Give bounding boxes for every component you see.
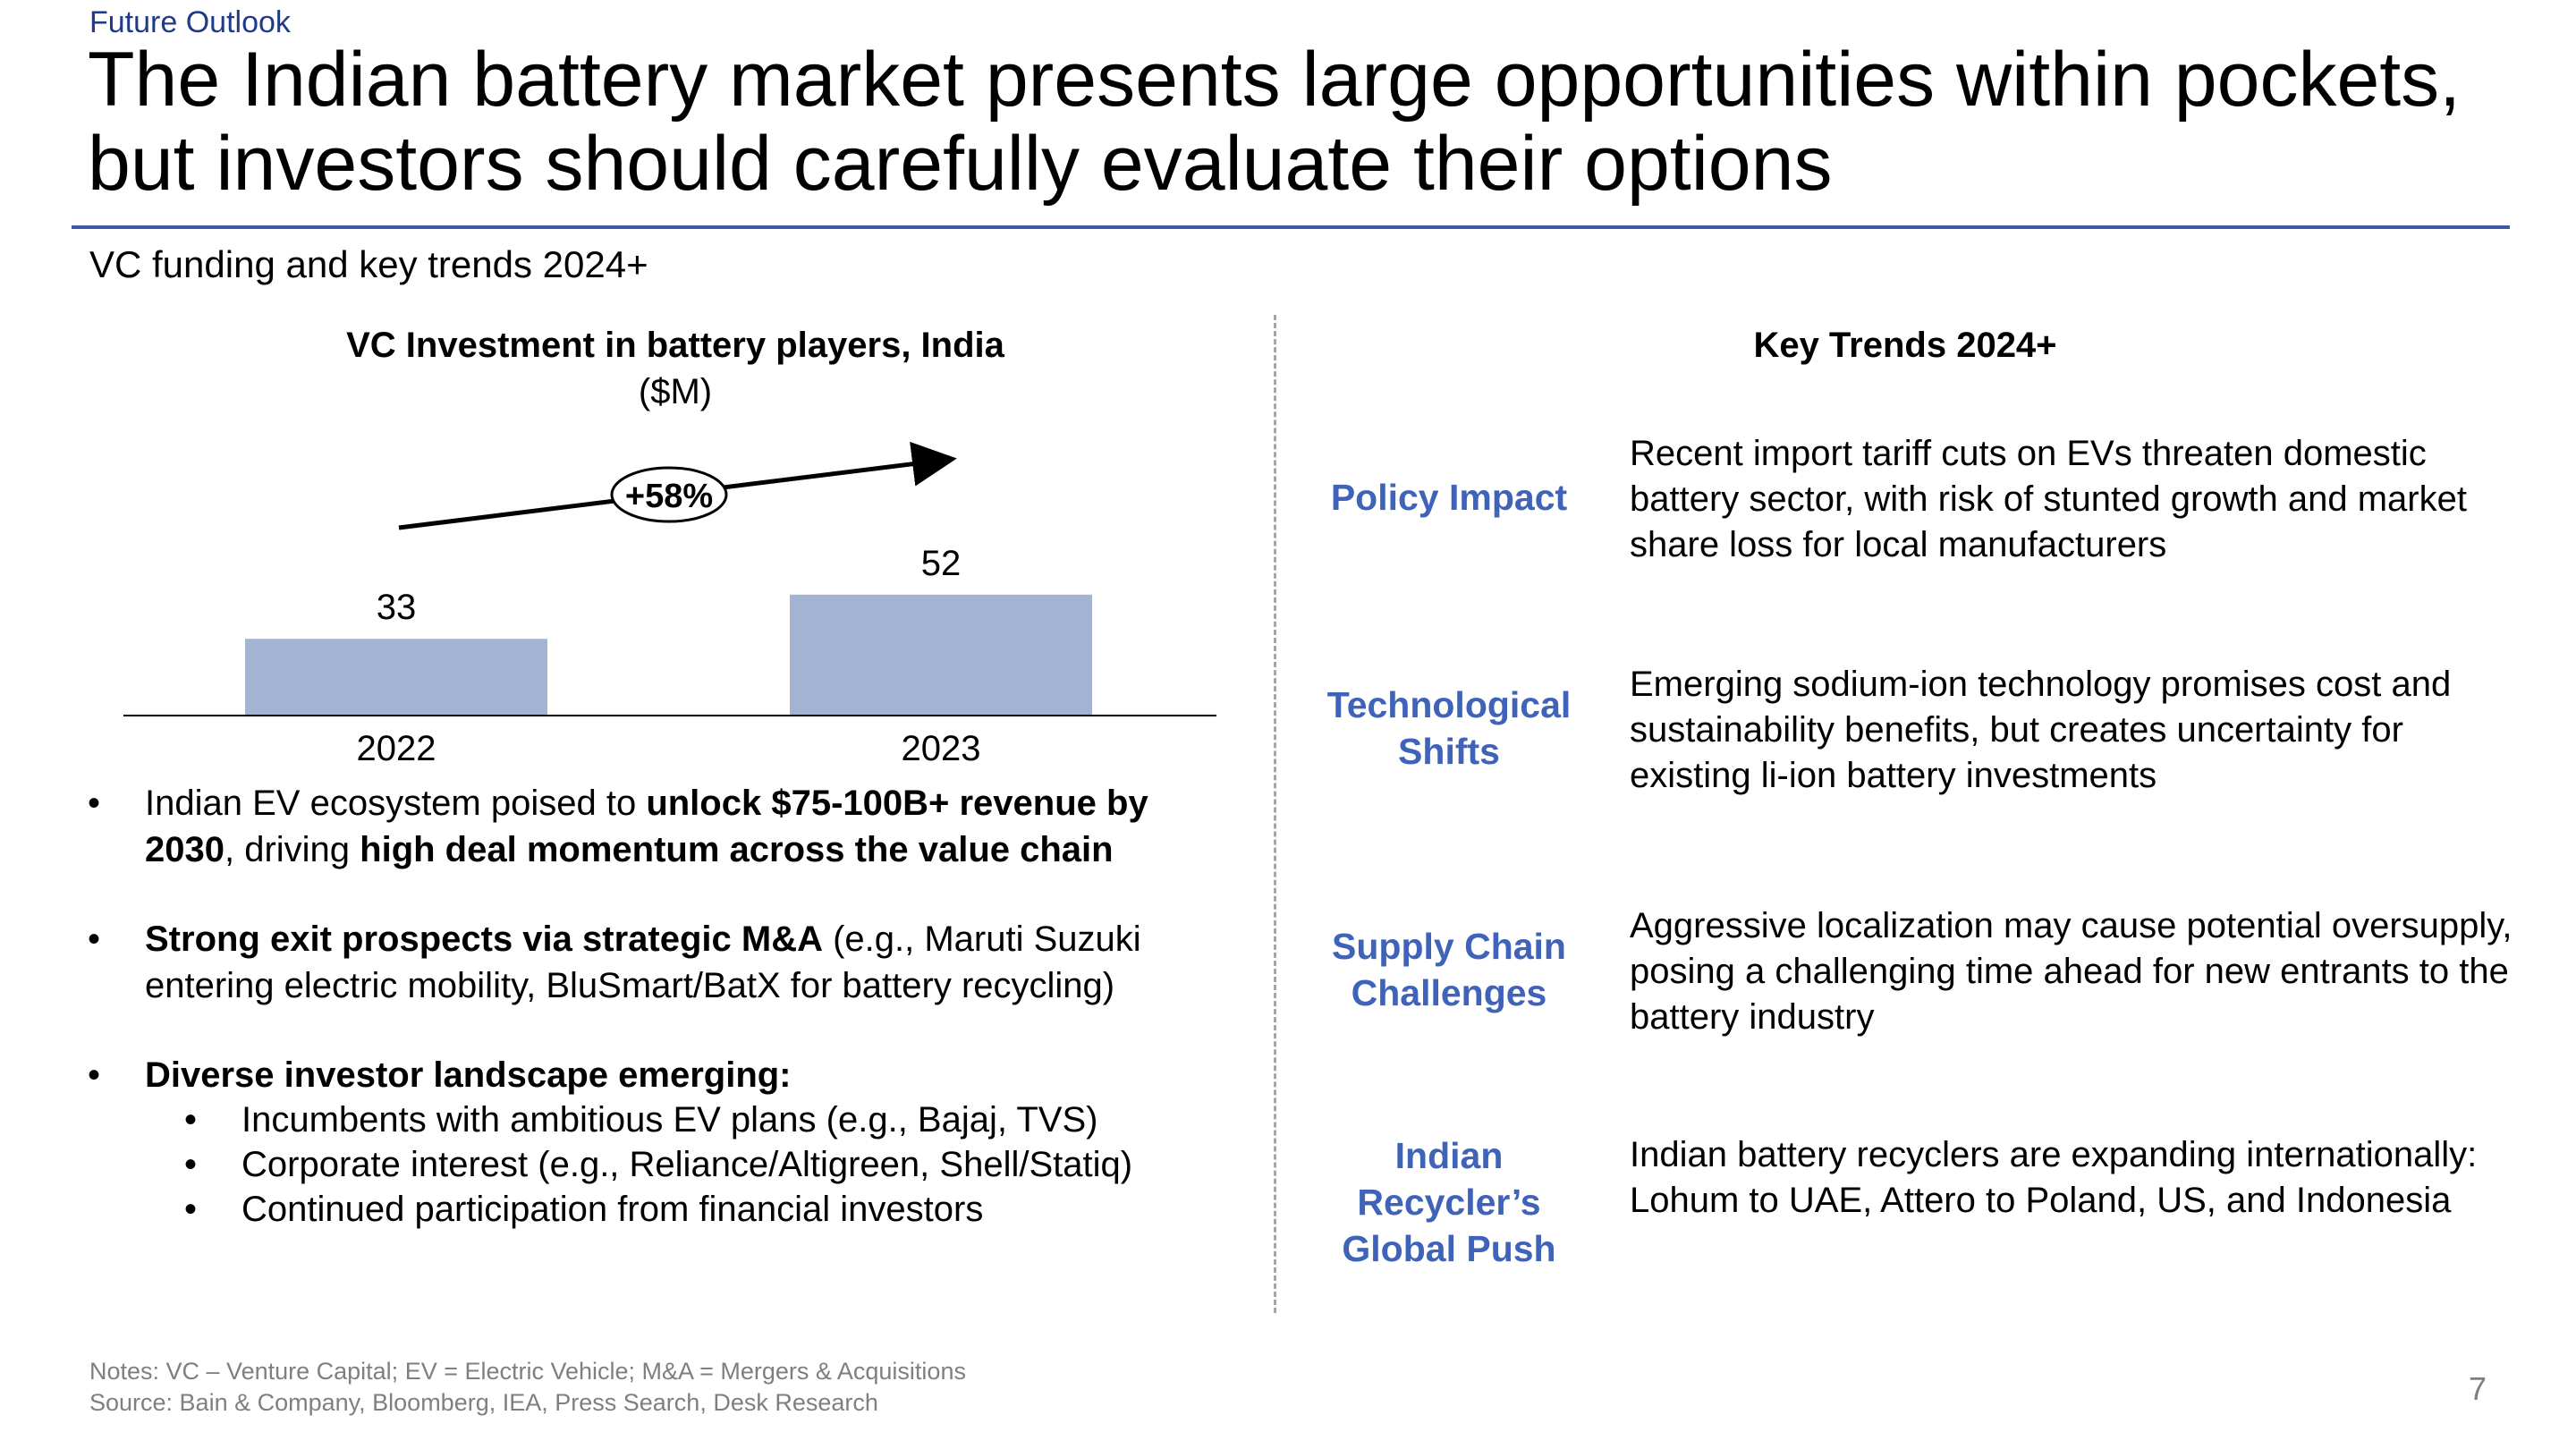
bullet-bold-text: Strong exit prospects via strategic M&A [145,919,823,959]
sub-bullet-text: Corporate interest (e.g., Reliance/Altig… [242,1145,1133,1184]
trend-text-technology: Emerging sodium-ion technology promises … [1630,665,2452,795]
bar-value-label: 52 [921,544,962,583]
bullet-text: , driving [224,830,360,869]
trend-label-supply-chain: Supply Chain Challenges [1332,926,1566,1013]
bullet-symbol: • [184,1100,198,1140]
bullet-symbol: • [88,784,101,823]
page-number: 7 [2469,1370,2487,1407]
bullet-bold-text: Diverse investor landscape emerging: [145,1055,792,1095]
notes-text: Notes: VC – Venture Capital; EV = Electr… [89,1358,966,1385]
bullet-bold-text: high deal momentum across the value chai… [360,830,1114,869]
growth-badge [610,466,728,523]
bullet-bold-text: unlock $75-100B+ revenue by 2030 [145,784,1148,869]
column-divider [1274,315,1276,1313]
bar-2023 [790,594,1092,716]
bar-chart: 33 2022 52 2023 +58% [123,441,1216,768]
bar-value-label: 33 [377,588,417,627]
trend-label-technology: Technological Shifts [1326,684,1572,772]
chart-title: VC Investment in battery players, India [346,326,1004,365]
bullet-symbol: • [88,919,101,959]
sub-bullet-item: • Continued participation from financial… [184,1186,984,1233]
bullet-text: Indian EV ecosystem poised to [145,784,647,823]
source-text: Source: Bain & Company, Bloomberg, IEA, … [89,1389,878,1416]
bullet-item-investors: • Diverse investor landscape emerging: [88,1052,1245,1098]
trend-text-policy: Recent import tariff cuts on EVs threate… [1630,434,2467,564]
x-tick-label: 2022 [357,729,436,768]
trend-text-supply-chain: Aggressive localization may cause potent… [1630,906,2512,1037]
section-label: Future Outlook [89,5,291,39]
chart-unit: ($M) [638,372,713,411]
page-subtitle: VC funding and key trends 2024+ [89,243,648,285]
bar-2022 [245,639,547,716]
bullet-item-revenue: • Indian EV ecosystem poised to unlock $… [88,780,1245,873]
trend-label-recycler: Indian Recycler’s Global Push [1342,1135,1556,1269]
title-underline [72,225,2510,229]
growth-label: +58% [625,478,713,515]
trends-title: Key Trends 2024+ [1753,326,2057,365]
footnotes: Notes: VC – Venture Capital; EV = Electr… [89,1356,966,1419]
bullet-symbol: • [184,1145,198,1184]
bullet-item-exit: • Strong exit prospects via strategic M&… [88,916,1245,1009]
page-title: The Indian battery market presents large… [88,37,2462,207]
sub-bullet-item: • Corporate interest (e.g., Reliance/Alt… [184,1141,1133,1188]
bullet-symbol: • [184,1190,198,1229]
sub-bullet-item: • Incumbents with ambitious EV plans (e.… [184,1097,1098,1143]
trend-text-recycler: Indian battery recyclers are expanding i… [1630,1135,2478,1220]
sub-bullet-text: Continued participation from financial i… [242,1190,984,1229]
trend-label-policy: Policy Impact [1330,477,1568,518]
bullet-symbol: • [88,1055,101,1095]
x-tick-label: 2023 [902,729,981,768]
sub-bullet-text: Incumbents with ambitious EV plans (e.g.… [242,1100,1098,1140]
bullet-text: (e.g., Maruti Suzuki entering electric m… [145,919,1141,1005]
